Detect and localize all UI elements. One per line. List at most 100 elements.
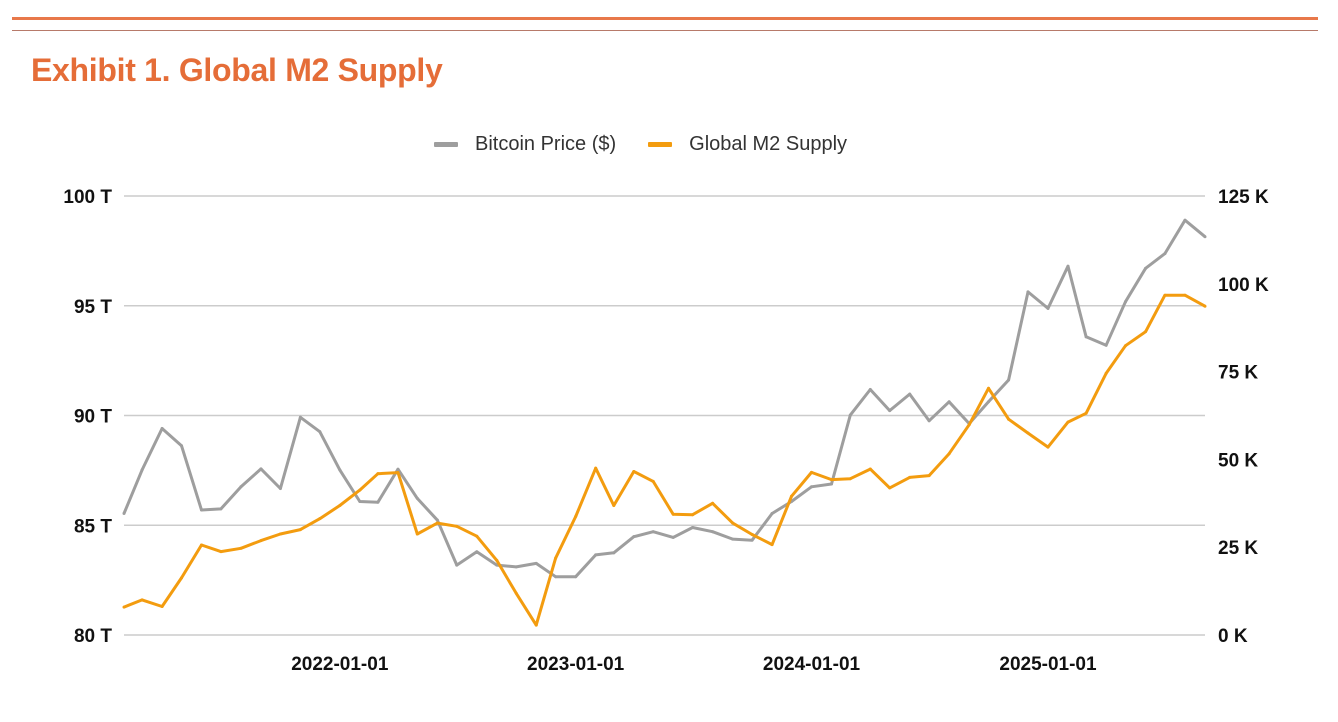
- data-point-bitcoin-price: [848, 413, 852, 417]
- data-point-global-m2: [750, 532, 754, 536]
- legend-swatch-m2: [648, 142, 673, 147]
- data-point-bitcoin-price: [278, 487, 282, 491]
- data-point-bitcoin-price: [987, 400, 991, 404]
- data-point-global-m2: [830, 478, 834, 482]
- data-point-bitcoin-price: [651, 530, 655, 534]
- data-point-global-m2: [554, 556, 558, 560]
- data-point-bitcoin-price: [219, 507, 223, 511]
- data-point-global-m2: [415, 532, 419, 536]
- data-point-bitcoin-price: [239, 485, 243, 489]
- data-point-bitcoin-price: [1183, 218, 1187, 222]
- data-point-global-m2: [888, 486, 892, 490]
- data-point-bitcoin-price: [259, 467, 263, 471]
- data-point-global-m2: [691, 513, 695, 517]
- data-point-global-m2: [987, 386, 991, 390]
- data-point-global-m2: [1046, 445, 1050, 449]
- legend-label-m2: Global M2 Supply: [689, 133, 848, 155]
- data-point-global-m2: [1163, 293, 1167, 297]
- data-point-global-m2: [318, 517, 322, 521]
- data-point-global-m2: [868, 467, 872, 471]
- data-point-global-m2: [278, 532, 282, 536]
- data-point-bitcoin-price: [1084, 335, 1088, 339]
- data-point-global-m2: [947, 452, 951, 456]
- legend-swatch-bitcoin: [434, 142, 458, 147]
- data-point-bitcoin-price: [298, 415, 302, 419]
- data-point-global-m2: [789, 494, 793, 498]
- series-line-bitcoin-price: [122, 218, 1206, 579]
- data-point-bitcoin-price: [358, 500, 362, 504]
- series-line-global-m2: [123, 293, 1206, 627]
- data-point-global-m2: [475, 534, 479, 538]
- legend-item-bitcoin: Bitcoin Price ($): [434, 133, 616, 156]
- data-point-bitcoin-price: [338, 468, 342, 472]
- data-point-global-m2: [200, 543, 204, 547]
- data-point-global-m2: [1007, 417, 1011, 421]
- chart-title: Exhibit 1. Global M2 Supply: [31, 52, 443, 88]
- left-axis-tick-label: 90 T: [74, 407, 112, 428]
- data-point-bitcoin-price: [415, 496, 419, 500]
- data-point-bitcoin-price: [671, 535, 675, 539]
- data-point-bitcoin-price: [809, 485, 813, 489]
- data-point-bitcoin-price: [455, 563, 459, 567]
- data-point-global-m2: [1144, 330, 1148, 334]
- data-point-global-m2: [770, 543, 774, 547]
- data-point-global-m2: [967, 423, 971, 427]
- data-point-global-m2: [180, 576, 184, 580]
- data-point-global-m2: [1084, 411, 1088, 415]
- data-point-bitcoin-price: [830, 482, 834, 486]
- data-point-global-m2: [632, 469, 636, 473]
- data-point-bitcoin-price: [632, 535, 636, 539]
- data-point-global-m2: [731, 521, 735, 525]
- data-point-global-m2: [651, 479, 655, 483]
- data-point-bitcoin-price: [888, 409, 892, 413]
- data-point-bitcoin-price: [927, 419, 931, 423]
- data-point-bitcoin-price: [594, 553, 598, 557]
- data-point-bitcoin-price: [200, 508, 204, 512]
- x-axis-tick-label: 2024-01-01: [763, 654, 861, 675]
- data-point-bitcoin-price: [160, 426, 164, 430]
- data-point-global-m2: [396, 471, 400, 475]
- right-axis-tick-label: 125 K: [1218, 187, 1269, 208]
- data-point-bitcoin-price: [1163, 252, 1167, 256]
- data-point-global-m2: [219, 550, 223, 554]
- data-point-global-m2: [1026, 431, 1030, 435]
- data-point-bitcoin-price: [691, 526, 695, 530]
- data-point-bitcoin-price: [868, 388, 872, 392]
- data-point-bitcoin-price: [1144, 266, 1148, 270]
- data-point-global-m2: [1124, 344, 1128, 348]
- data-point-bitcoin-price: [475, 550, 479, 554]
- right-axis-tick-label: 75 K: [1218, 363, 1258, 384]
- data-point-bitcoin-price: [534, 561, 538, 565]
- data-point-global-m2: [594, 466, 598, 470]
- data-point-bitcoin-price: [396, 467, 400, 471]
- data-point-bitcoin-price: [140, 468, 144, 472]
- right-axis-tick-label: 100 K: [1218, 275, 1269, 296]
- right-axis-tick-label: 50 K: [1218, 450, 1258, 471]
- data-point-global-m2: [259, 539, 263, 543]
- data-point-global-m2: [612, 503, 616, 507]
- right-axis-tick-label: 25 K: [1218, 538, 1258, 559]
- data-point-bitcoin-price: [612, 551, 616, 555]
- data-point-global-m2: [435, 521, 439, 525]
- data-point-bitcoin-price: [1026, 290, 1030, 294]
- data-point-global-m2: [298, 528, 302, 532]
- left-axis-tick-label: 85 T: [74, 516, 112, 537]
- data-point-global-m2: [358, 488, 362, 492]
- data-point-global-m2: [711, 501, 715, 505]
- data-point-bitcoin-price: [1066, 264, 1070, 268]
- x-axis-tick-label: 2022-01-01: [291, 654, 389, 675]
- data-point-global-m2: [376, 472, 380, 476]
- data-point-bitcoin-price: [1104, 343, 1108, 347]
- x-axis-tick-label: 2023-01-01: [527, 654, 625, 675]
- data-point-global-m2: [671, 512, 675, 516]
- data-point-global-m2: [514, 591, 518, 595]
- data-point-bitcoin-price: [376, 500, 380, 504]
- data-point-bitcoin-price: [122, 511, 126, 515]
- data-point-bitcoin-price: [574, 575, 578, 579]
- data-point-bitcoin-price: [770, 511, 774, 515]
- legend: Bitcoin Price ($) Global M2 Supply: [434, 133, 879, 156]
- data-point-global-m2: [338, 503, 342, 507]
- header-rule: [12, 17, 1318, 20]
- data-point-bitcoin-price: [711, 530, 715, 534]
